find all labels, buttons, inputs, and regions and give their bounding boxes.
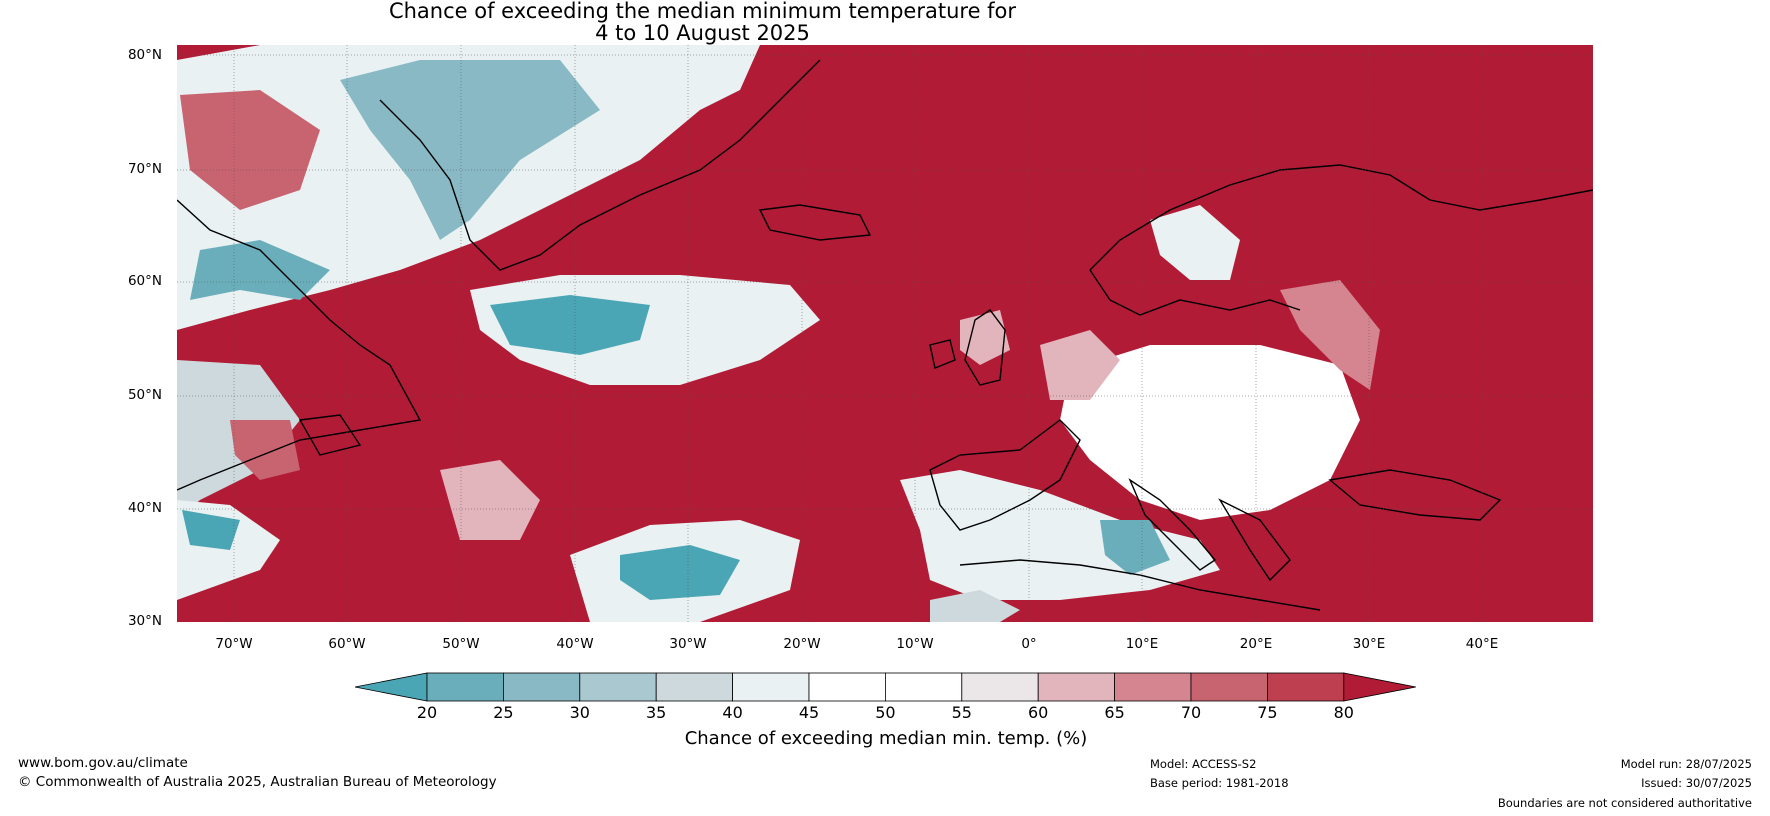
- colorbar-tick-label: 20: [416, 703, 438, 722]
- field-mid-atlantic-warm: [230, 420, 300, 480]
- greenland-coast: [379, 59, 821, 271]
- map-title-line-2: 4 to 10 August 2025: [595, 21, 810, 45]
- lon-label-30e: 30°E: [1352, 636, 1386, 652]
- ireland-coast: [929, 339, 956, 369]
- lat-label-70n: 70°N: [127, 161, 162, 177]
- colorbar-segment: [655, 672, 734, 702]
- probability-field: [177, 45, 1593, 622]
- scandinavia-coast: [1089, 164, 1593, 271]
- colorbar-tick-label: 35: [646, 703, 667, 722]
- lon-label-30w: 30°W: [669, 636, 707, 652]
- colorbar-segment: [1190, 672, 1268, 702]
- field-scandinavia: [1150, 205, 1240, 280]
- footer-base-period: Base period: 1981-2018: [1150, 776, 1289, 790]
- field-subtropical-core: [620, 545, 740, 600]
- lon-label-10e: 10°E: [1125, 636, 1159, 652]
- coastlines: [177, 59, 1593, 611]
- colorbar-segment: [1114, 672, 1192, 702]
- lon-label-70w: 70°W: [215, 636, 253, 652]
- colorbar-segment: [808, 672, 886, 702]
- colorbar-segment: [1037, 672, 1115, 702]
- colorbar-segment: [502, 672, 581, 702]
- lon-label-40w: 40°W: [556, 636, 594, 652]
- footer-boundaries-note: Boundaries are not considered authoritat…: [1497, 796, 1752, 810]
- footer-issued: Issued: 30/07/2025: [1641, 776, 1752, 790]
- graticule: [177, 45, 1593, 622]
- colorbar-title: Chance of exceeding median min. temp. (%…: [684, 728, 1088, 749]
- iberia-coast: [929, 419, 1081, 531]
- lon-label-20w: 20°W: [783, 636, 821, 652]
- field-atlantic-band-core: [490, 295, 650, 355]
- colorbar-tick-label: 60: [1028, 703, 1049, 722]
- field-azores-moderate: [440, 460, 540, 540]
- field-tyrrhenian-low: [1100, 520, 1170, 575]
- footer-copyright: © Commonwealth of Australia 2025, Austra…: [18, 774, 497, 790]
- footer-model-run: Model run: 28/07/2025: [1620, 757, 1752, 771]
- lat-label-30n: 30°N: [127, 613, 162, 629]
- colorbar-segment: [579, 672, 657, 702]
- north-america-coast: [177, 199, 422, 491]
- colorbar-tick-label: 65: [1104, 703, 1125, 722]
- colorbar-tick-label: 40: [722, 703, 743, 722]
- colorbar-tick-label: 25: [493, 703, 514, 722]
- colorbar-tick-label: 45: [798, 703, 820, 722]
- colorbar-tick-label: 30: [569, 703, 590, 722]
- colorbar-segment: [885, 672, 963, 702]
- field-central-europe: [1060, 345, 1360, 520]
- black-sea-coast: [1328, 469, 1502, 521]
- colorbar-tick-label: 50: [875, 703, 896, 722]
- footer-model: Model: ACCESS-S2: [1150, 757, 1257, 771]
- colorbar-segment: [732, 672, 810, 702]
- lat-label-60n: 60°N: [127, 273, 162, 289]
- balkans-coast: [1218, 498, 1291, 582]
- field-uk-moderate: [960, 310, 1010, 365]
- colorbar-tick-label: 55: [951, 703, 972, 722]
- lon-label-10w: 10°W: [896, 636, 934, 652]
- lon-label-60w: 60°W: [328, 636, 366, 652]
- lon-label-0: 0°: [1021, 636, 1037, 652]
- britain-coast: [964, 309, 1006, 386]
- lat-label-40n: 40°N: [127, 500, 162, 516]
- map-title-line-1: Chance of exceeding the median minimum t…: [388, 0, 1017, 23]
- field-north-africa: [930, 590, 1020, 622]
- colorbar-segment: [961, 672, 1039, 702]
- footer-url[interactable]: www.bom.gov.au/climate: [18, 755, 188, 771]
- colorbar-segment: [1267, 672, 1345, 702]
- north-africa-coast: [959, 559, 1321, 611]
- field-france-moderate: [1040, 330, 1120, 400]
- lat-label-50n: 50°N: [127, 387, 162, 403]
- colorbar-tick-label: 80: [1333, 703, 1354, 722]
- field-baffin-warm: [180, 90, 320, 210]
- field-newfoundland-warm: [355, 310, 460, 355]
- colorbar: [354, 672, 1416, 702]
- lon-label-50w: 50°W: [442, 636, 480, 652]
- field-greenland-low: [340, 60, 600, 240]
- italy-coast: [1128, 478, 1217, 571]
- lon-label-20e: 20°E: [1239, 636, 1273, 652]
- colorbar-tick-label: 75: [1257, 703, 1278, 722]
- lon-label-40e: 40°E: [1465, 636, 1499, 652]
- colorbar-extend-high: [1343, 672, 1416, 702]
- colorbar-extend-low: [354, 672, 428, 702]
- colorbar-tick-label: 70: [1180, 703, 1202, 722]
- baltic-coast: [1089, 269, 1301, 316]
- field-baltic-moderate: [1280, 280, 1380, 390]
- nova-scotia-coast: [298, 414, 362, 456]
- field-us-coast-low: [182, 510, 240, 550]
- lat-label-80n: 80°N: [127, 47, 162, 63]
- iceland-coast: [758, 204, 872, 241]
- colorbar-segment: [426, 672, 504, 702]
